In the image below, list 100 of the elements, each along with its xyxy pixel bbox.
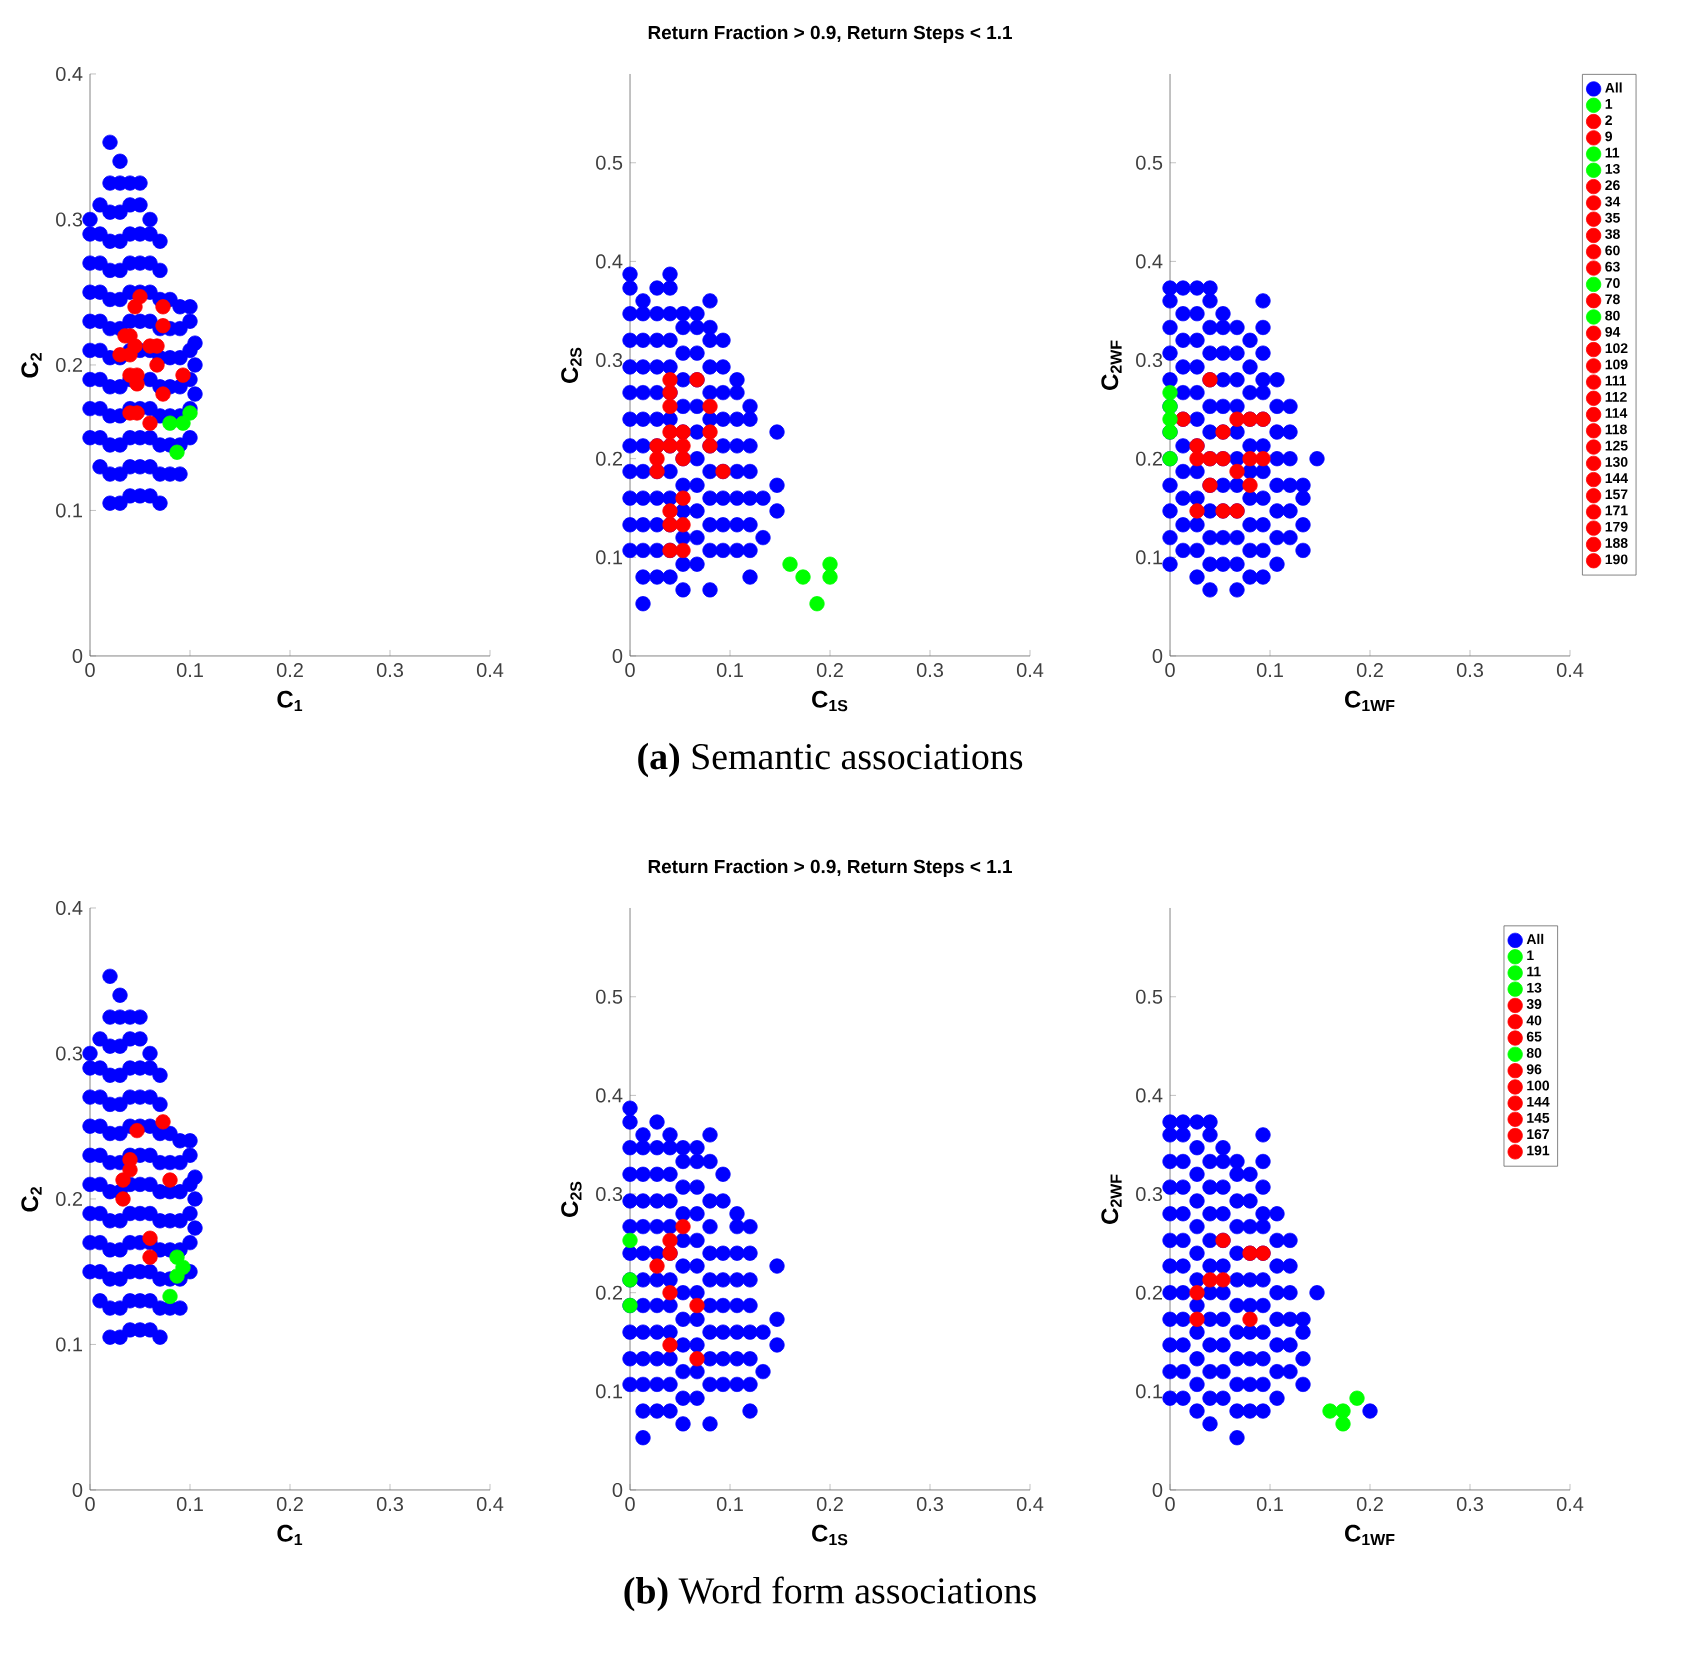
point bbox=[1335, 1403, 1351, 1419]
point bbox=[122, 1162, 138, 1178]
point bbox=[662, 1285, 678, 1301]
point bbox=[1189, 451, 1205, 467]
y-tick-label: 0.2 bbox=[596, 451, 622, 466]
point bbox=[662, 398, 678, 414]
x-tick-label: 0.4 bbox=[1556, 1497, 1584, 1512]
point bbox=[1215, 1272, 1231, 1288]
point bbox=[162, 1172, 178, 1188]
point bbox=[675, 1219, 691, 1235]
y-tick-label: 0.2 bbox=[1136, 1285, 1162, 1300]
point bbox=[1335, 1416, 1351, 1432]
y-axis-title: C$_{2}$ bbox=[21, 1187, 42, 1212]
point bbox=[662, 372, 678, 388]
y-tick-label: 0.4 bbox=[596, 254, 623, 269]
y-tick-label: 0 bbox=[1152, 1482, 1163, 1498]
point bbox=[662, 1337, 678, 1353]
text: (b) Word form associations bbox=[624, 1576, 1036, 1612]
y-tick-label: 0.1 bbox=[56, 1337, 83, 1352]
point bbox=[662, 1232, 678, 1249]
y-tick-label: 0.1 bbox=[596, 1384, 623, 1399]
x-axis-title: C$_{1WF}$ bbox=[1345, 690, 1395, 712]
x-tick-label: 0 bbox=[625, 663, 635, 678]
point bbox=[162, 415, 178, 431]
x-tick-label: 0.3 bbox=[916, 663, 943, 678]
y-tick-label: 0 bbox=[612, 1482, 623, 1498]
point bbox=[127, 299, 143, 315]
point bbox=[149, 357, 165, 373]
y-tick-label: 0 bbox=[1152, 648, 1163, 664]
y-tick-label: 0.5 bbox=[596, 155, 623, 170]
y-tick-label: 0.1 bbox=[1136, 1384, 1163, 1399]
point bbox=[1162, 411, 1178, 427]
x-tick-label: 0.4 bbox=[476, 1497, 504, 1512]
point bbox=[155, 299, 171, 315]
point bbox=[169, 444, 185, 460]
point bbox=[822, 556, 838, 572]
x-tick-label: 0.2 bbox=[1356, 1497, 1383, 1512]
x-axis-title: C$_{1S}$ bbox=[812, 1524, 848, 1546]
point bbox=[1242, 1311, 1258, 1327]
x-tick-label: 0.2 bbox=[276, 663, 303, 678]
point bbox=[142, 1249, 158, 1265]
x-tick-label: 0 bbox=[85, 1497, 95, 1512]
point bbox=[1242, 477, 1258, 493]
x-tick-label: 0 bbox=[625, 1497, 635, 1512]
x-tick-label: 0 bbox=[1165, 663, 1175, 678]
point bbox=[142, 1230, 158, 1246]
x-tick-label: 0.1 bbox=[716, 1497, 743, 1512]
y-tick-label: 0.4 bbox=[56, 900, 83, 916]
y-tick-label: 0.2 bbox=[1136, 451, 1162, 466]
point bbox=[1242, 451, 1258, 467]
y-tick-label: 0.3 bbox=[596, 1187, 623, 1202]
x-tick-label: 0.4 bbox=[1016, 1497, 1044, 1512]
y-tick-label: 0.3 bbox=[1136, 352, 1163, 368]
x-tick-label: 0.2 bbox=[1356, 663, 1383, 678]
x-tick-label: 0.4 bbox=[1556, 663, 1584, 678]
x-tick-label: 0 bbox=[85, 663, 95, 678]
point bbox=[142, 415, 158, 431]
point bbox=[1189, 1311, 1205, 1327]
x-axis-title: C$_{1WF}$ bbox=[1345, 1524, 1395, 1546]
point bbox=[127, 338, 143, 354]
point bbox=[1189, 1285, 1205, 1301]
point bbox=[622, 1232, 638, 1249]
x-tick-label: 0.2 bbox=[816, 663, 843, 678]
point bbox=[162, 1288, 178, 1305]
x-tick-label: 0.4 bbox=[1016, 663, 1044, 678]
y-tick-label: 0.3 bbox=[1136, 1187, 1163, 1202]
x-tick-label: 0.2 bbox=[816, 1497, 843, 1512]
point bbox=[822, 569, 838, 585]
y-tick-label: 0 bbox=[612, 648, 623, 664]
y-tick-label: 0.4 bbox=[1136, 1088, 1163, 1103]
y-axis-title: C$_{2WF}$ bbox=[1101, 1174, 1122, 1224]
point bbox=[662, 503, 678, 519]
point bbox=[1255, 451, 1271, 467]
point bbox=[115, 1172, 131, 1188]
x-tick-label: 0 bbox=[1165, 1497, 1175, 1512]
y-axis-title: C$_{2S}$ bbox=[561, 347, 582, 383]
point bbox=[675, 542, 691, 559]
point bbox=[809, 596, 825, 612]
y-tick-label: 0.3 bbox=[596, 352, 623, 368]
point bbox=[115, 1191, 131, 1207]
y-tick-label: 0.5 bbox=[1136, 989, 1163, 1004]
point bbox=[662, 424, 678, 440]
point bbox=[1349, 1390, 1365, 1406]
y-tick-label: 0.1 bbox=[596, 550, 623, 565]
y-tick-label: 0.4 bbox=[1136, 254, 1163, 269]
point bbox=[675, 438, 691, 454]
y-tick-label: 0 bbox=[72, 1482, 83, 1498]
chart-title: Return Fraction > 0.9, Return Steps < 1.1 bbox=[648, 859, 1012, 877]
x-axis-title: C$_{1S}$ bbox=[812, 690, 848, 712]
x-tick-label: 0.1 bbox=[176, 1497, 203, 1512]
point bbox=[675, 517, 691, 533]
point bbox=[702, 424, 718, 440]
chart-title: Return Fraction > 0.9, Return Steps < 1.1 bbox=[648, 25, 1012, 43]
y-tick-label: 0.4 bbox=[596, 1088, 623, 1103]
y-tick-label: 0.5 bbox=[596, 989, 623, 1004]
point bbox=[129, 1122, 145, 1139]
point bbox=[1229, 411, 1245, 427]
y-tick-label: 0.2 bbox=[56, 357, 82, 373]
point bbox=[175, 415, 191, 431]
x-axis-title: C$_{1}$ bbox=[277, 690, 303, 712]
